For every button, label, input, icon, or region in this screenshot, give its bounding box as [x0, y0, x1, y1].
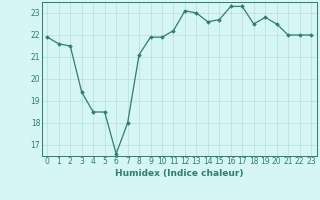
X-axis label: Humidex (Indice chaleur): Humidex (Indice chaleur) — [115, 169, 244, 178]
